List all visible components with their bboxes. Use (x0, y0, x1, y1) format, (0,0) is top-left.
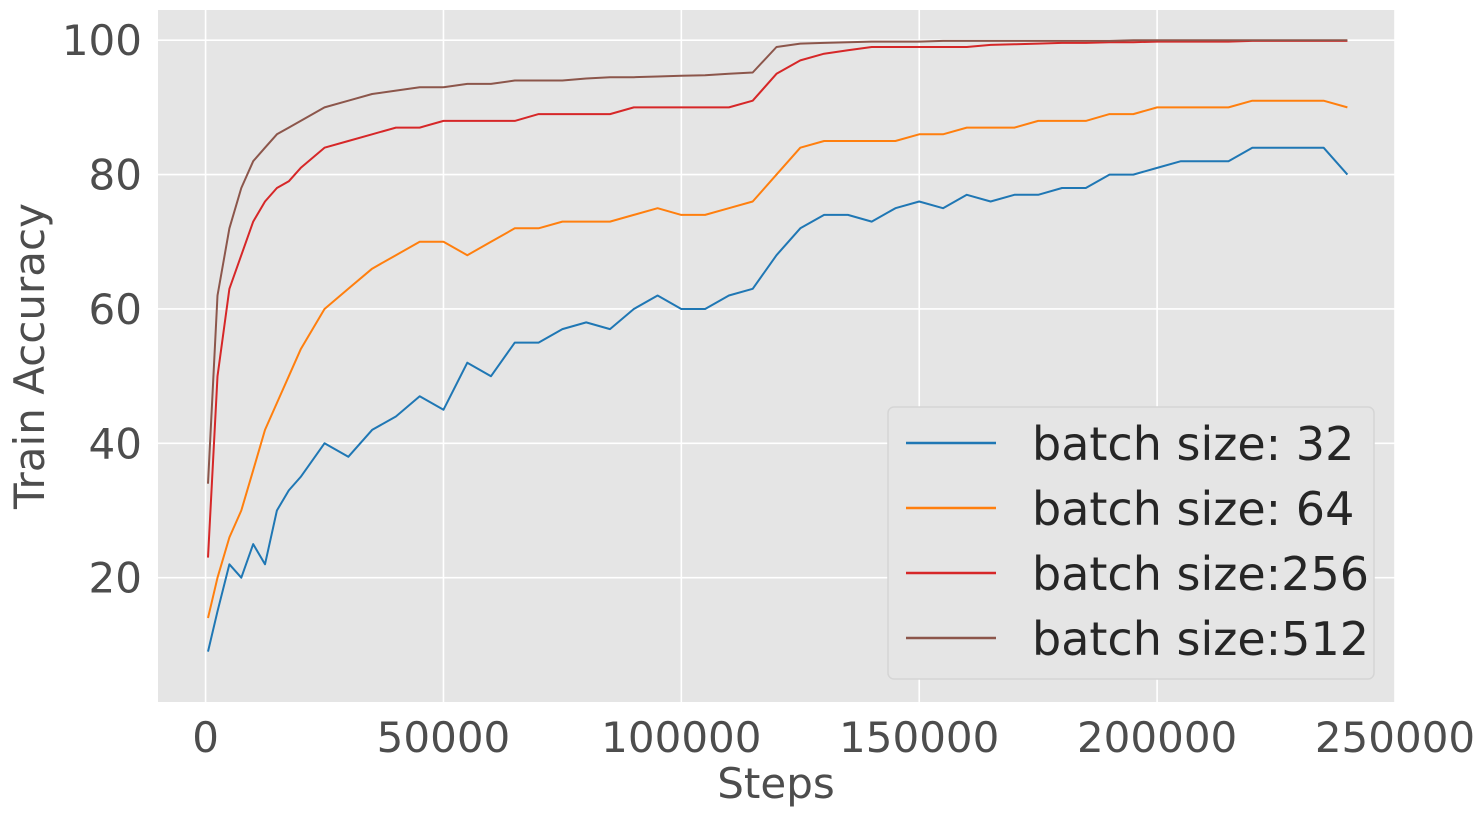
series-line (207, 99, 1348, 619)
y-tick-label: 20 (89, 554, 142, 603)
series-line (207, 39, 1348, 484)
x-tick-label: 50000 (377, 713, 511, 762)
x-tick-labels: 0 50000 100000 150000 200000 250000 (192, 713, 1475, 762)
series-line (207, 146, 1349, 652)
x-tick-label: 100000 (601, 713, 761, 762)
legend-label: batch size: 32 (1032, 417, 1354, 471)
x-tick-label: 0 (192, 713, 219, 762)
legend-label: batch size: 64 (1032, 482, 1354, 536)
series-line (207, 39, 1348, 558)
x-tick-label: 200000 (1077, 713, 1237, 762)
x-axis-label: Steps (717, 759, 835, 808)
legend-label: batch size:512 (1032, 612, 1369, 666)
legend: batch size: 32 batch size: 64 batch size:2… (887, 406, 1375, 680)
legend-box (887, 406, 1375, 680)
y-tick-labels: 20 40 60 80 100 (62, 16, 142, 602)
y-axis-label: Train Accuracy (5, 203, 54, 510)
y-tick-label: 60 (89, 285, 142, 334)
y-tick-label: 40 (89, 419, 142, 468)
legend-label: batch size:256 (1032, 547, 1369, 601)
x-tick-label: 250000 (1315, 713, 1475, 762)
y-tick-label: 80 (89, 151, 142, 200)
series-lines (207, 39, 1349, 652)
y-tick-label: 100 (62, 16, 142, 65)
x-tick-label: 150000 (839, 713, 999, 762)
